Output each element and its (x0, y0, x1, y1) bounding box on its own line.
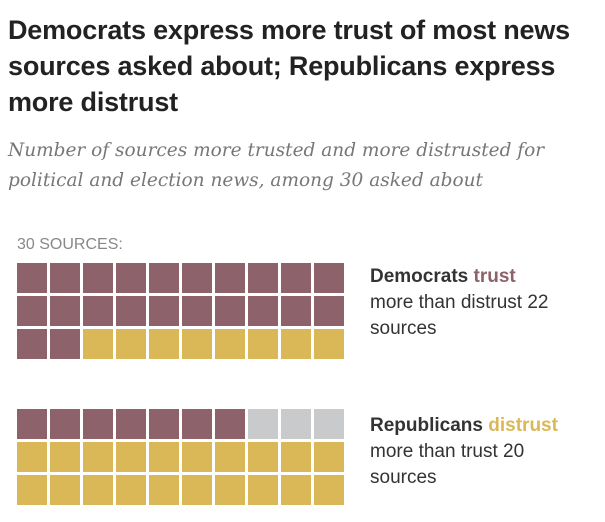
waffle-cell-distrust (248, 475, 278, 505)
waffle-cell-trust (182, 409, 212, 439)
waffle-cell-distrust (116, 329, 146, 359)
waffle-cell-trust (314, 263, 344, 293)
waffle-cell-trust (182, 263, 212, 293)
waffle-cell-trust (149, 296, 179, 326)
waffle-cell-distrust (182, 475, 212, 505)
waffle-cell-trust (215, 263, 245, 293)
waffle-cell-distrust (281, 329, 311, 359)
waffle-cell-distrust (215, 329, 245, 359)
waffle-cell-distrust (17, 475, 47, 505)
waffle-cell-distrust (248, 442, 278, 472)
waffle-cell-distrust (281, 475, 311, 505)
waffle-cell-trust (50, 409, 80, 439)
legend-group: Republicans (370, 415, 483, 436)
waffle-cell-trust (314, 296, 344, 326)
waffle-cell-distrust (116, 442, 146, 472)
waffle-cell-trust (17, 263, 47, 293)
waffle-cell-distrust (215, 442, 245, 472)
waffle-cell-distrust (182, 442, 212, 472)
waffle-cell-trust (248, 296, 278, 326)
total-sources-label: 30 SOURCES: (17, 236, 123, 253)
waffle-cell-trust (17, 409, 47, 439)
waffle-cell-distrust (281, 442, 311, 472)
waffle-cell-trust (83, 263, 113, 293)
waffle-cell-distrust (248, 329, 278, 359)
waffle-cell-distrust (182, 329, 212, 359)
waffle-cell-trust (248, 263, 278, 293)
waffle-cell-trust (149, 409, 179, 439)
waffle-cell-distrust (83, 329, 113, 359)
waffle-cell-trust (50, 296, 80, 326)
waffle-cell-trust (281, 263, 311, 293)
waffle-cell-trust (116, 296, 146, 326)
waffle-cell-trust (116, 409, 146, 439)
waffle-cell-distrust (50, 442, 80, 472)
waffle-cell-trust (17, 329, 47, 359)
waffle-cell-distrust (149, 475, 179, 505)
waffle-cell-trust (182, 296, 212, 326)
republicans-waffle (17, 409, 347, 505)
waffle-cell-neither (248, 409, 278, 439)
waffle-cell-distrust (314, 329, 344, 359)
waffle-cell-distrust (83, 442, 113, 472)
waffle-cell-neither (314, 409, 344, 439)
waffle-cell-trust (83, 409, 113, 439)
waffle-cell-trust (17, 296, 47, 326)
chart-title: Democrats express more trust of most new… (8, 15, 570, 117)
legend-highlight: trust (473, 266, 516, 287)
waffle-cell-trust (116, 263, 146, 293)
chart-subtitle: Number of sources more trusted and more … (8, 140, 545, 191)
waffle-cell-trust (50, 329, 80, 359)
waffle-cell-trust (149, 263, 179, 293)
waffle-cell-distrust (215, 475, 245, 505)
legend-highlight: distrust (488, 415, 558, 436)
waffle-cell-trust (83, 296, 113, 326)
legend-group: Democrats (370, 266, 469, 287)
waffle-cell-distrust (17, 442, 47, 472)
waffle-cell-neither (281, 409, 311, 439)
waffle-cell-distrust (314, 442, 344, 472)
waffle-cell-trust (281, 296, 311, 326)
waffle-cell-distrust (50, 475, 80, 505)
waffle-cell-distrust (149, 329, 179, 359)
waffle-cell-distrust (149, 442, 179, 472)
republicans-legend: Republicans distrust more than trust 20 … (370, 413, 590, 491)
democrats-legend: Democrats trust more than distrust 22 so… (370, 264, 570, 342)
waffle-cell-trust (215, 409, 245, 439)
democrats-waffle (17, 263, 347, 359)
waffle-cell-distrust (116, 475, 146, 505)
legend-text: more than distrust 22 sources (370, 292, 549, 339)
waffle-cell-trust (215, 296, 245, 326)
legend-text: more than trust 20 sources (370, 441, 525, 488)
waffle-cell-distrust (83, 475, 113, 505)
waffle-cell-trust (50, 263, 80, 293)
waffle-cell-distrust (314, 475, 344, 505)
